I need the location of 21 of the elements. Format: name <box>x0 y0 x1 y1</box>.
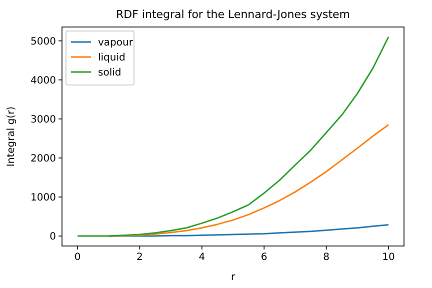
x-tick-label: 10 <box>382 252 395 263</box>
line-series <box>108 224 390 237</box>
legend-label: liquid <box>98 52 126 64</box>
y-tick-label: 4000 <box>30 75 56 86</box>
chart-title: RDF integral for the Lennard-Jones system <box>116 8 350 21</box>
y-tick-label: 1000 <box>30 192 56 204</box>
x-tick-label: 8 <box>323 252 330 263</box>
x-tick-label: 6 <box>260 252 268 263</box>
y-axis-title: Integral g(r) <box>6 106 17 167</box>
x-axis-title: r <box>230 272 236 283</box>
legend-label: vapour <box>98 38 134 48</box>
line-series <box>108 124 390 237</box>
y-tick-label: 5000 <box>30 36 56 48</box>
y-tick-label: 2000 <box>30 153 56 164</box>
y-tick-label: 0 <box>50 232 56 243</box>
x-tick-label: 0 <box>74 252 81 263</box>
legend-label: solid <box>98 68 122 78</box>
x-tick-label: 2 <box>136 252 143 263</box>
y-tick-label: 3000 <box>30 114 56 126</box>
x-tick-label: 4 <box>198 252 206 263</box>
line-series <box>76 36 390 237</box>
